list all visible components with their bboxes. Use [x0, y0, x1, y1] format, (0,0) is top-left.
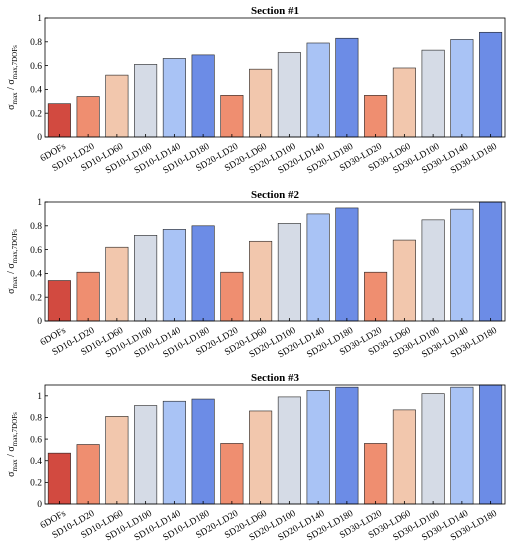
bar-sd20-ld140: [306, 42, 330, 138]
bar-sd10-ld100: [134, 235, 158, 322]
bar-sd20-ld140: [306, 390, 330, 505]
bar-sd20-ld60: [249, 68, 273, 138]
y-tick-label: 0.8: [30, 222, 42, 232]
y-axis-label: σmax / σmax,7DOFs: [6, 229, 19, 294]
bar-sd30-ld140: [450, 39, 474, 138]
bar-6dofs: [47, 103, 71, 138]
y-tick-label: 0.4: [30, 457, 42, 467]
bar-sd10-ld60: [105, 416, 129, 505]
bar-sd30-ld100: [421, 393, 445, 505]
plot-frame: [44, 17, 506, 138]
bar-sd10-ld20: [76, 96, 100, 138]
chart-title: Section #3: [251, 372, 299, 384]
bar-sd30-ld180: [479, 384, 503, 505]
bar-sd30-ld100: [421, 49, 445, 138]
bar-sd10-ld20: [76, 271, 100, 322]
y-tick-label: 0.2: [30, 479, 42, 489]
bar-sd10-ld180: [191, 54, 215, 138]
y-tick-label: 0.8: [30, 38, 42, 48]
y-tick-label: 0: [37, 317, 42, 327]
bar-6dofs: [47, 280, 71, 322]
plot-frame: [44, 201, 506, 322]
bar-sd30-ld180: [479, 201, 503, 322]
bar-sd30-ld20: [364, 443, 388, 505]
bar-sd10-ld100: [134, 405, 158, 505]
bar-sd10-ld140: [162, 58, 186, 138]
bar-sd20-ld180: [335, 207, 359, 322]
bar-sd10-ld180: [191, 398, 215, 505]
bar-sd20-ld100: [277, 223, 301, 322]
bar-sd30-ld60: [392, 67, 416, 138]
bar-sd20-ld100: [277, 52, 301, 138]
bar-sd30-ld180: [479, 31, 503, 138]
y-tick-label: 1: [37, 14, 42, 24]
bar-sd20-ld60: [249, 240, 273, 322]
bar-sd20-ld140: [306, 213, 330, 322]
y-tick-label: 0: [37, 133, 42, 143]
bar-sd30-ld140: [450, 208, 474, 322]
chart-section-1: Section #100.20.40.60.816DOFsSD10-LD20SD…: [6, 5, 506, 176]
y-tick-label: 0.8: [30, 414, 42, 424]
y-tick-label: 0: [37, 500, 42, 510]
bar-sd10-ld140: [162, 400, 186, 505]
chart-section-2: Section #200.20.40.60.816DOFsSD10-LD20SD…: [6, 189, 506, 360]
bar-sd30-ld60: [392, 239, 416, 322]
y-axis-label: σmax / σmax,7DOFs: [6, 45, 19, 110]
bar-sd20-ld100: [277, 396, 301, 505]
bar-sd20-ld20: [220, 271, 244, 322]
bar-sd20-ld20: [220, 443, 244, 505]
y-tick-label: 0.4: [30, 270, 42, 280]
y-tick-label: 0.2: [30, 293, 42, 303]
y-tick-label: 0.6: [30, 62, 42, 72]
y-tick-label: 0.6: [30, 435, 42, 445]
bar-sd30-ld20: [364, 271, 388, 322]
bar-6dofs: [47, 452, 71, 505]
chart-title: Section #2: [251, 189, 299, 201]
y-tick-label: 1: [37, 198, 42, 208]
plot-frame: [44, 384, 506, 505]
chart-section-3: Section #300.20.40.60.816DOFsSD10-LD20SD…: [6, 372, 506, 543]
y-tick-label: 0.6: [30, 246, 42, 256]
bar-sd10-ld140: [162, 229, 186, 322]
bar-sd20-ld180: [335, 37, 359, 138]
bar-sd10-ld180: [191, 225, 215, 322]
bar-sd10-ld60: [105, 246, 129, 322]
bar-sd20-ld20: [220, 95, 244, 138]
y-tick-label: 0.4: [30, 86, 42, 96]
y-axis-label: σmax / σmax,7DOFs: [6, 412, 19, 477]
bar-sd30-ld20: [364, 95, 388, 138]
bar-sd10-ld100: [134, 64, 158, 138]
bar-sd30-ld140: [450, 386, 474, 505]
y-tick-label: 0.2: [30, 109, 42, 119]
bar-sd20-ld60: [249, 410, 273, 505]
chart-title: Section #1: [251, 5, 299, 17]
bar-sd30-ld100: [421, 219, 445, 322]
bar-sd10-ld60: [105, 74, 129, 138]
bar-sd20-ld180: [335, 386, 359, 505]
bar-sd30-ld60: [392, 409, 416, 505]
bar-sd10-ld20: [76, 444, 100, 505]
y-tick-label: 1: [37, 392, 42, 402]
